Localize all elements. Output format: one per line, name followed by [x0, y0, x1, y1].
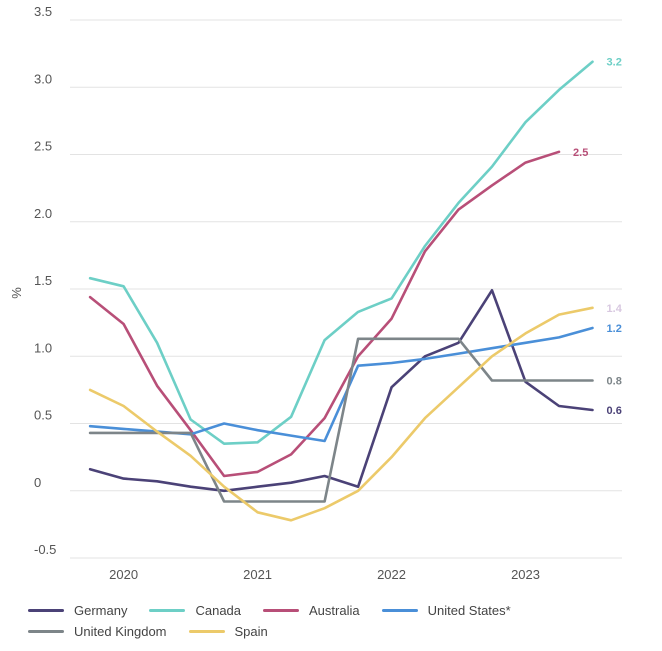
series-lines — [88, 60, 594, 522]
legend-label: Spain — [234, 624, 268, 639]
legend-item: Australia — [263, 603, 360, 618]
end-value-label: 0.8 — [607, 375, 622, 387]
legend-swatch — [28, 630, 64, 633]
legend: Germany Canada Australia United States* Unit… — [28, 600, 648, 642]
y-tick-label: 3.5 — [34, 4, 52, 19]
legend-row: United Kingdom Spain — [28, 621, 648, 642]
y-tick-label: 1.5 — [34, 273, 52, 288]
legend-item: United States* — [381, 603, 511, 618]
end-value-label: 2.5 — [573, 147, 588, 159]
legend-row: Germany Canada Australia United States* — [28, 600, 648, 621]
y-tick-label: 2.5 — [34, 139, 52, 154]
end-value-labels: 0.6 3.2 2.5 1.2 0.8 1.4 — [573, 57, 623, 417]
y-axis-title: % — [9, 287, 24, 299]
end-value-label: 1.4 — [607, 303, 623, 315]
y-tick-label: 3.0 — [34, 71, 52, 86]
legend-swatch — [381, 609, 418, 612]
x-tick-label: 2022 — [377, 567, 406, 582]
gridlines — [70, 19, 622, 559]
x-tick-label: 2020 — [109, 567, 138, 582]
series-line-spain — [88, 306, 594, 522]
legend-swatch — [188, 630, 225, 633]
y-axis-tick-labels: -0.5 0 0.5 1.0 1.5 2.0 2.5 3.0 3.5 — [34, 4, 56, 557]
series-line-australia — [88, 150, 561, 478]
x-axis-tick-labels: 2020 2021 2022 2023 — [109, 567, 540, 582]
legend-item: Spain — [188, 624, 268, 639]
legend-item: Canada — [149, 603, 241, 618]
legend-label: United Kingdom — [74, 624, 167, 639]
series-line-canada — [88, 60, 594, 446]
line-chart: -0.500.51.01.52.02.53.03.5 2020 2021 2022 2… — [9, 4, 623, 582]
y-tick-label: 2.0 — [34, 206, 52, 221]
y-tick-label: 0 — [34, 475, 41, 490]
end-value-label: 3.2 — [607, 57, 622, 69]
legend-label: Germany — [74, 603, 128, 618]
y-tick-label: 1.0 — [34, 340, 52, 355]
legend-swatch — [263, 609, 300, 612]
series-line-germany — [88, 288, 594, 493]
y-tick-label: 0.5 — [34, 408, 52, 423]
x-tick-label: 2021 — [243, 567, 272, 582]
x-tick-label: 2023 — [511, 567, 540, 582]
end-value-label: 1.2 — [607, 323, 622, 335]
legend-item: Germany — [28, 603, 127, 618]
y-tick-label: -0.5 — [34, 542, 56, 557]
legend-label: Australia — [309, 603, 360, 618]
legend-label: United States* — [427, 603, 511, 618]
legend-label: Canada — [195, 603, 242, 618]
legend-swatch — [149, 609, 186, 612]
legend-item: United Kingdom — [28, 624, 167, 639]
end-value-label: 0.6 — [607, 405, 622, 417]
series-line-united-kingdom — [88, 337, 594, 503]
legend-swatch — [28, 609, 64, 612]
